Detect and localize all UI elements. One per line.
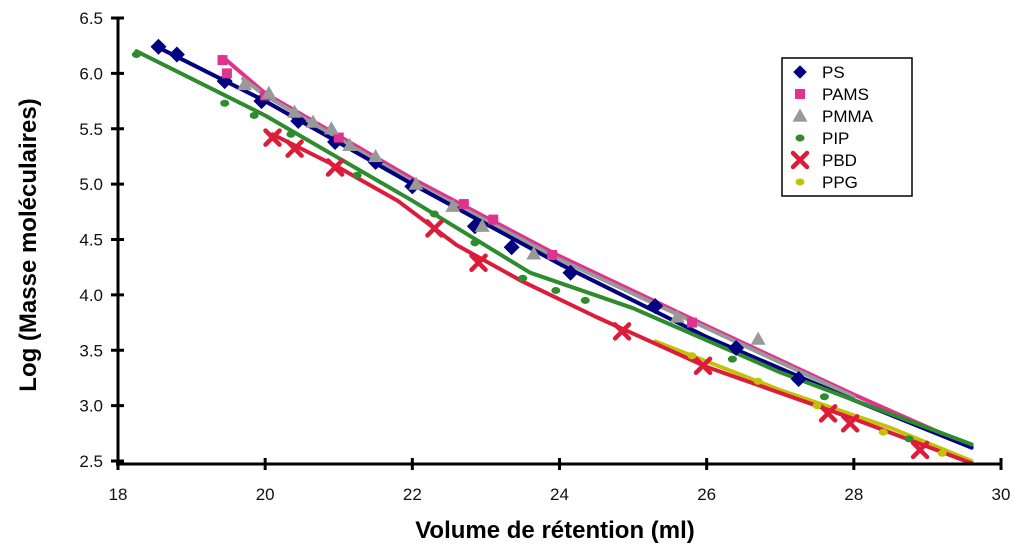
point-ppg: [687, 352, 697, 360]
legend-label-pmma: PMMA: [822, 107, 874, 126]
point-pip: [220, 99, 230, 107]
y-tick-label: 4.0: [79, 286, 103, 305]
point-pbd: [840, 414, 860, 433]
point-pip: [904, 435, 914, 443]
point-pmma: [261, 85, 277, 99]
point-pip: [819, 393, 829, 401]
point-pmma: [474, 218, 490, 232]
point-pams: [686, 317, 697, 328]
point-pams: [217, 55, 228, 66]
point-pmma: [305, 114, 321, 128]
point-pip: [470, 239, 480, 247]
point-pip: [580, 296, 590, 304]
point-pmma: [669, 309, 685, 323]
point-pbd: [263, 128, 282, 147]
legend-label-pbd: PBD: [822, 151, 857, 170]
legend-box: [781, 57, 913, 197]
legend-label-ps: PS: [822, 63, 845, 82]
y-tick-label: 3.0: [79, 397, 103, 416]
y-tick-label: 3.5: [79, 341, 103, 360]
point-pams: [547, 250, 558, 261]
point-pmma: [408, 176, 424, 190]
fit-line-pip: [134, 49, 974, 447]
point-ppg: [753, 377, 763, 385]
ticks: 18 20 22 24 26 28 30 2.5 3.0 3.5 4.0 4.5 5.0 5.5 6.0 6.…: [79, 9, 1010, 504]
point-ps: [728, 340, 745, 357]
point-pip: [551, 286, 561, 294]
y-tick-label: 4.5: [79, 231, 103, 250]
point-pmma: [237, 76, 253, 91]
point-pmma: [750, 331, 766, 345]
point-pip: [131, 51, 141, 59]
point-pbd: [425, 219, 444, 238]
legend-marker-pmma: [792, 108, 808, 122]
point-ppg: [937, 449, 947, 457]
data-markers: [131, 38, 947, 460]
point-pmma: [526, 246, 542, 260]
point-ps: [168, 46, 185, 63]
x-tick-label: 30: [992, 485, 1011, 504]
point-ps: [503, 239, 520, 256]
point-pams: [458, 199, 469, 210]
legend-marker-ppg: [795, 178, 805, 186]
point-ps: [562, 264, 579, 281]
point-pmma: [445, 198, 461, 212]
x-tick-label: 18: [109, 485, 128, 504]
point-ppg: [878, 428, 888, 436]
point-pip: [518, 274, 528, 282]
point-ps: [790, 371, 807, 388]
x-tick-label: 26: [697, 485, 716, 504]
point-pams: [221, 68, 232, 79]
point-pip: [352, 171, 362, 179]
point-pip: [429, 210, 439, 218]
point-pbd: [693, 356, 713, 376]
y-tick-label: 2.5: [79, 452, 103, 471]
y-tick-label: 6.0: [79, 64, 103, 83]
y-axis-title: Log (Masse moléculaires): [15, 98, 42, 391]
point-pbd: [612, 322, 632, 341]
point-pmma: [323, 121, 339, 135]
y-tick-label: 5.5: [79, 120, 103, 139]
point-pbd: [469, 253, 488, 273]
x-tick-label: 28: [844, 485, 863, 504]
point-pmma: [287, 104, 303, 118]
point-pbd: [325, 158, 345, 177]
point-pip: [249, 111, 259, 119]
point-pbd: [285, 139, 304, 158]
point-pip: [727, 355, 737, 363]
point-ppg: [812, 402, 822, 410]
legend-label-ppg: PPG: [822, 173, 858, 192]
point-pams: [488, 214, 499, 225]
x-axis-title: Volume de rétention (ml): [415, 517, 695, 544]
point-pmma: [368, 148, 384, 163]
x-tick-label: 22: [403, 485, 422, 504]
point-ps: [150, 38, 167, 55]
legend-marker-pbd: [790, 150, 810, 170]
x-tick-label: 20: [256, 485, 275, 504]
point-ps: [647, 297, 664, 314]
point-pbd: [910, 440, 930, 460]
y-tick-label: 5.0: [79, 175, 103, 194]
legend-marker-ps: [793, 65, 807, 79]
point-pbd: [818, 404, 838, 423]
legend-marker-pip: [795, 134, 805, 142]
fit-line-pmma: [241, 76, 856, 399]
y-tick-label: 6.5: [79, 9, 103, 28]
point-pip: [286, 130, 296, 138]
legend: PS PAMS PMMA PIP PBD PPG: [781, 57, 913, 197]
legend-label-pams: PAMS: [822, 85, 869, 104]
point-pmma: [342, 137, 358, 151]
legend-label-pip: PIP: [822, 129, 849, 148]
x-tick-label: 24: [550, 485, 569, 504]
point-pams: [333, 132, 344, 143]
legend-marker-pams: [795, 89, 805, 99]
